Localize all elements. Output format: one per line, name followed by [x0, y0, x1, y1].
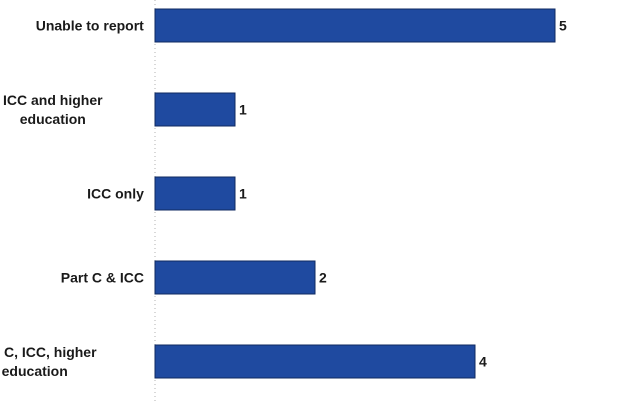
bar — [154, 344, 476, 379]
category-label-line: Unable to report — [36, 18, 144, 34]
bar-group — [154, 8, 556, 379]
category-label: ICC and higher education — [3, 92, 103, 127]
bar — [154, 260, 316, 295]
category-label: ICC only — [87, 186, 144, 202]
category-label-line: ICC only — [87, 186, 144, 202]
value-label: 4 — [479, 354, 487, 370]
bar — [154, 92, 236, 127]
category-label-line: Part C, ICC, higher — [0, 344, 97, 360]
category-label-line: Part C & ICC — [61, 270, 144, 286]
category-label-line: ICC and higher — [3, 92, 103, 108]
value-label: 1 — [239, 102, 247, 118]
category-label: Part C & ICC — [61, 270, 144, 286]
value-label: 2 — [319, 270, 327, 286]
value-label-group: 5 1 1 2 4 — [239, 18, 567, 370]
bar — [154, 8, 556, 43]
category-label-line: education — [20, 111, 86, 127]
value-label: 5 — [559, 18, 567, 34]
category-label: Part C, ICC, higher education — [0, 344, 97, 379]
category-label-line: education — [2, 363, 68, 379]
bar — [154, 176, 236, 211]
category-label: Unable to report — [36, 18, 144, 34]
value-label: 1 — [239, 186, 247, 202]
